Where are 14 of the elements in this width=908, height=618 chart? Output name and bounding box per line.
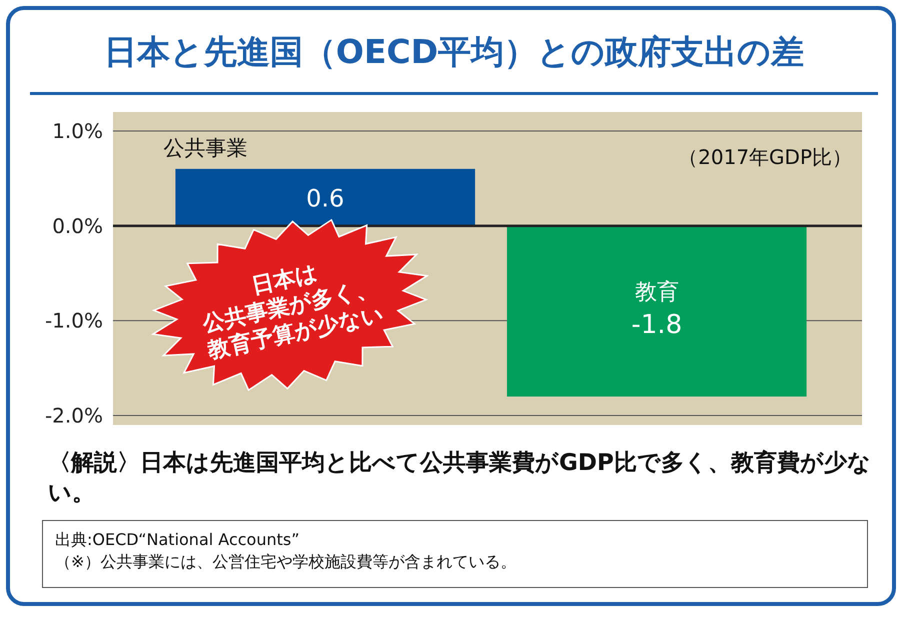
text: 〈解説〉日本は先進国平均と比べて公共事業費がGDP比で多く、教育費が少ない。 <box>48 448 872 508</box>
data-label: 0.6 <box>306 184 344 212</box>
y-tick-label: 1.0% <box>52 118 103 143</box>
y-tick-label: -2.0% <box>44 404 103 428</box>
text: （※）公共事業には、公営住宅や学校施設費等が含まれている。 <box>55 551 518 573</box>
text: （2017年GDP比） <box>678 145 852 169</box>
data-label: -1.8 <box>631 310 682 340</box>
y-tick-label: 0.0% <box>52 214 103 238</box>
x-tick-label: 教育 <box>634 279 679 306</box>
annotation: 日本は 公共事業が多く、 教育予算が少ない <box>200 260 386 364</box>
source-note: 出典:OECD“National Accounts” <box>55 529 301 551</box>
x-tick-label: 公共事業 <box>163 136 248 160</box>
chart-title: 日本と先進国（OECD平均）との政府支出の差 <box>102 31 806 73</box>
y-tick-label: -1.0% <box>44 308 103 333</box>
